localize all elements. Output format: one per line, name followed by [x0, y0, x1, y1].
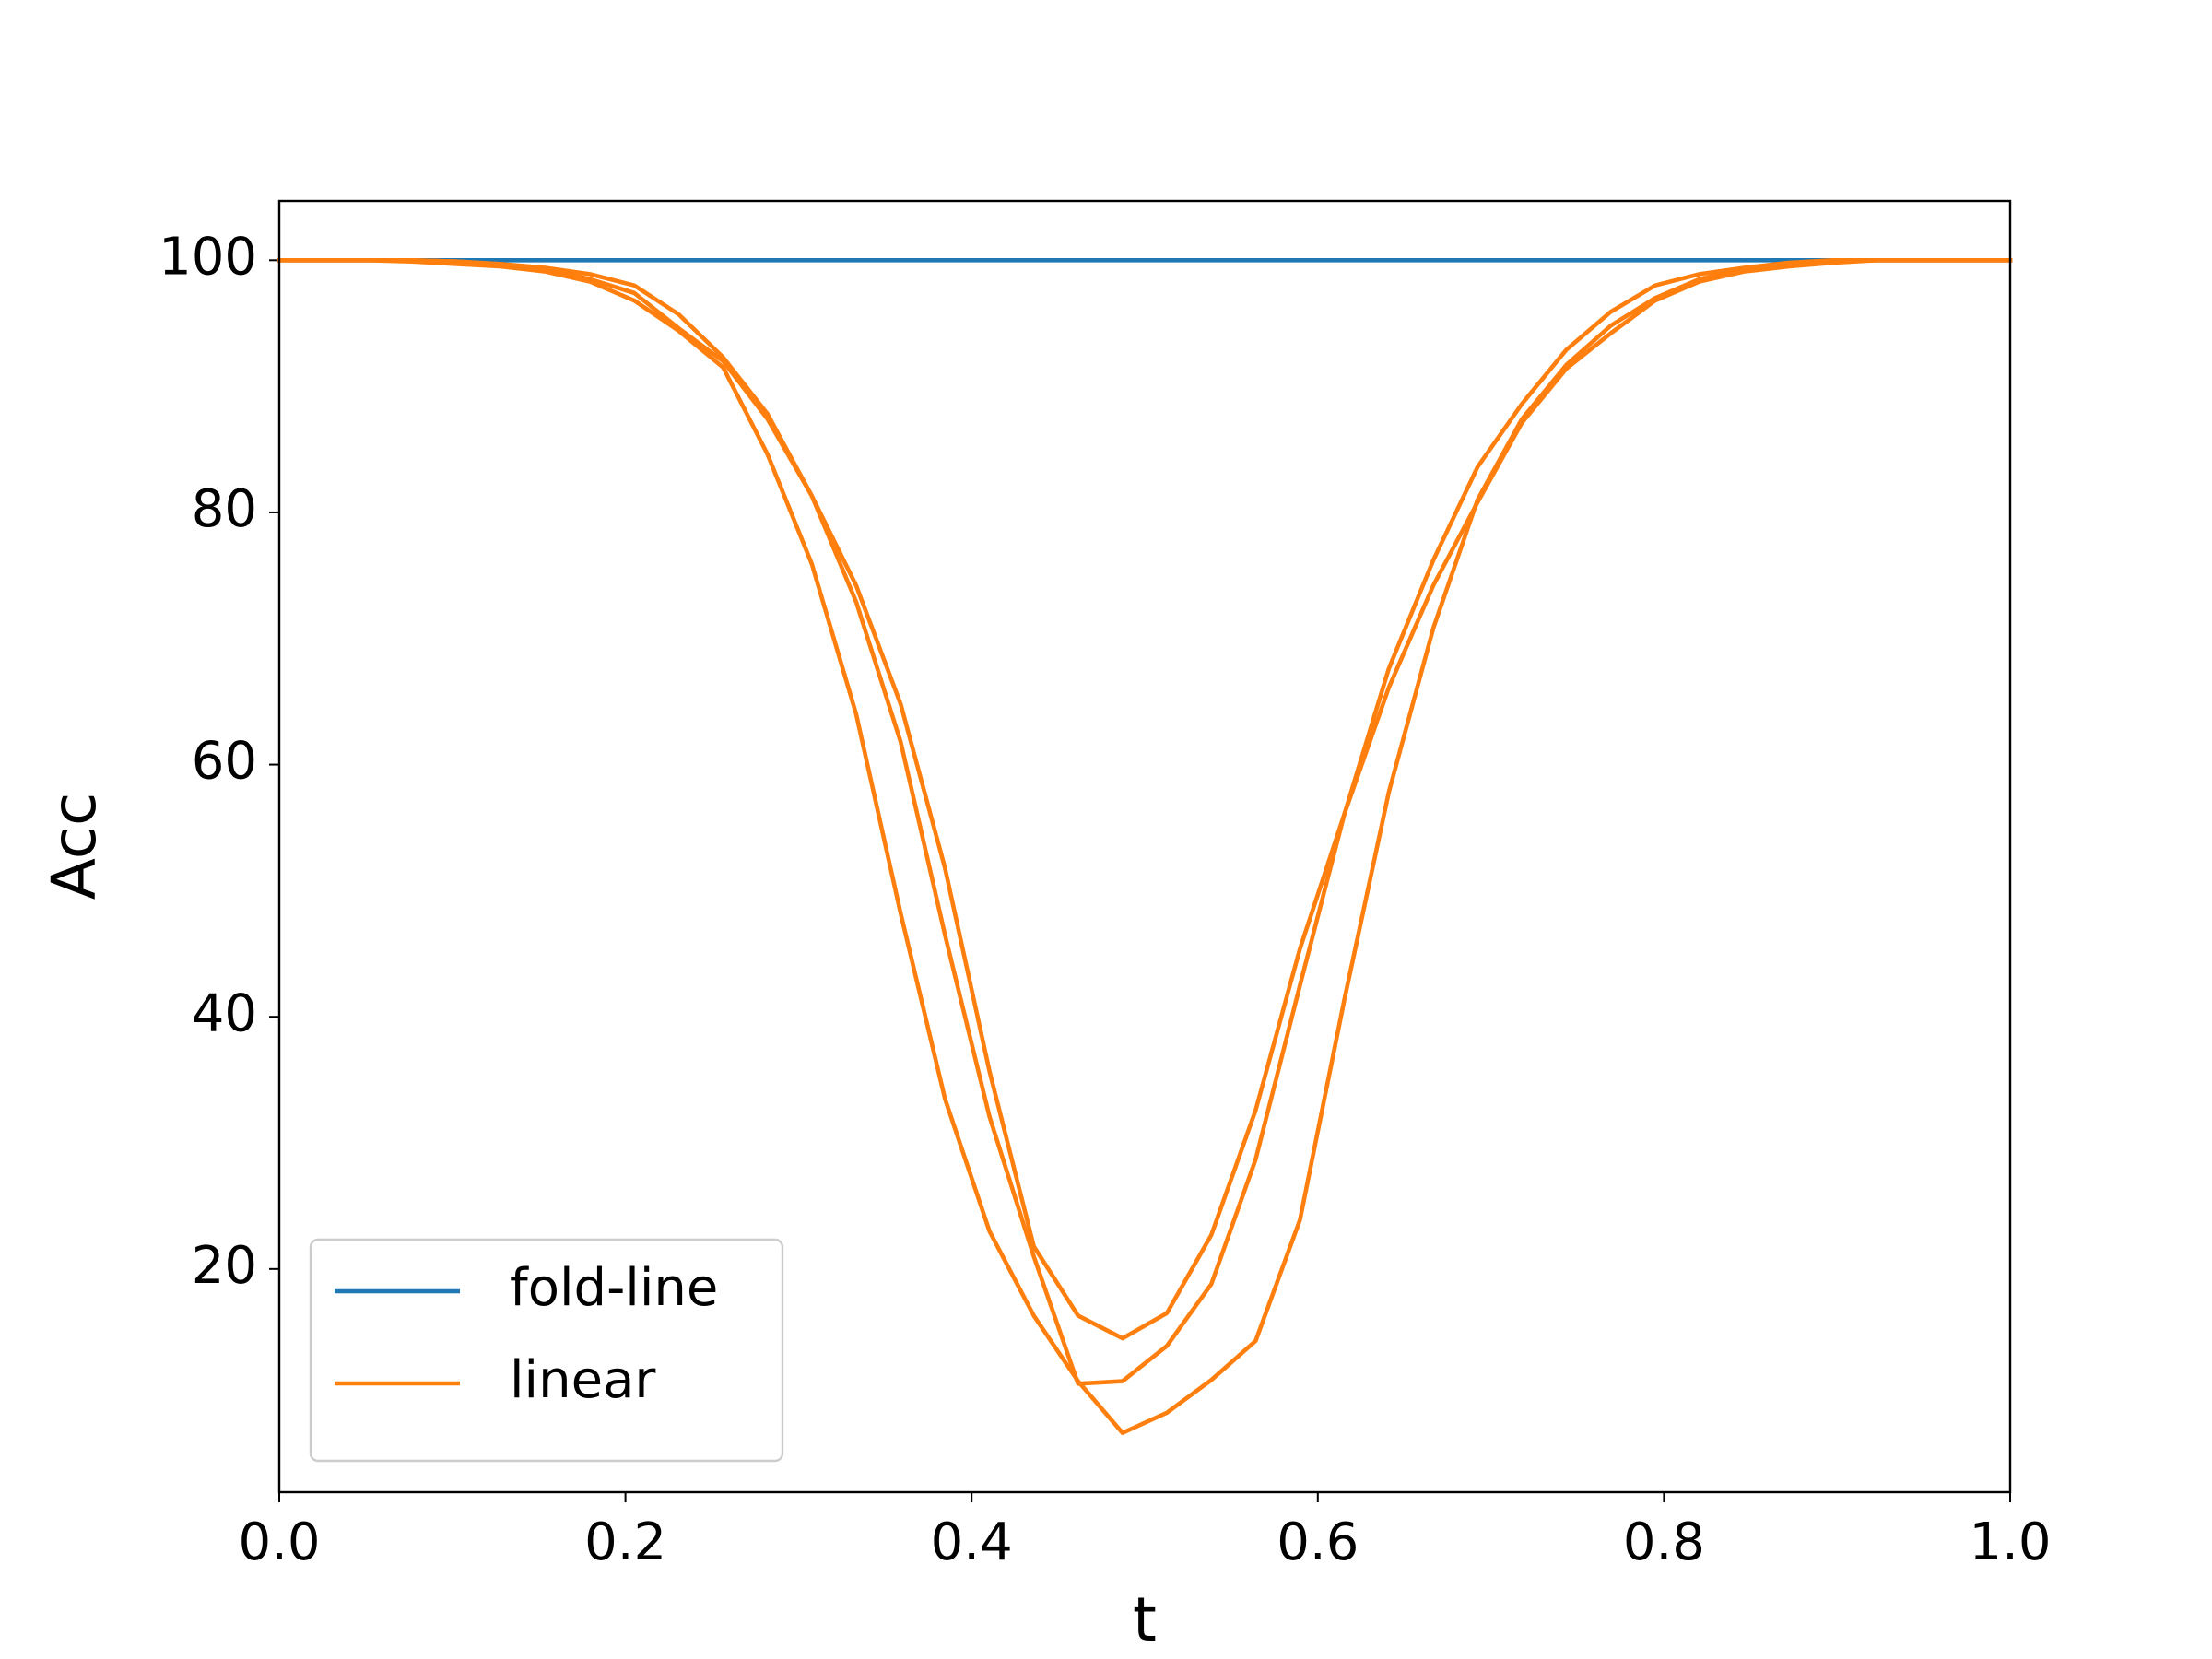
- y-tick-label: 80: [192, 479, 257, 539]
- x-tick-label: 0.6: [1277, 1512, 1359, 1572]
- x-tick-label: 0.4: [931, 1512, 1013, 1572]
- line: [276, 258, 2013, 1435]
- y-tick-label: 20: [192, 1236, 257, 1296]
- legend: fold-line linear: [309, 1238, 784, 1463]
- y-tick-label: 60: [192, 732, 257, 792]
- x-axis-label: t: [1133, 1584, 1157, 1655]
- y-tick-label: 100: [159, 227, 257, 287]
- y-tick-label: 40: [192, 983, 257, 1043]
- y-axis-label: Acc: [39, 793, 110, 900]
- x-tick-label: 1.0: [1969, 1512, 2051, 1572]
- line: [276, 258, 2013, 1386]
- x-tick-label: 0.8: [1623, 1512, 1705, 1572]
- legend-box: [309, 1238, 784, 1463]
- line: [276, 258, 2013, 1341]
- plot-frame: [277, 199, 2012, 1494]
- legend-label: linear: [510, 1350, 656, 1410]
- x-tick-label: 0.0: [238, 1512, 320, 1572]
- x-tick-label: 0.2: [584, 1512, 666, 1572]
- legend-label: fold-line: [510, 1258, 718, 1318]
